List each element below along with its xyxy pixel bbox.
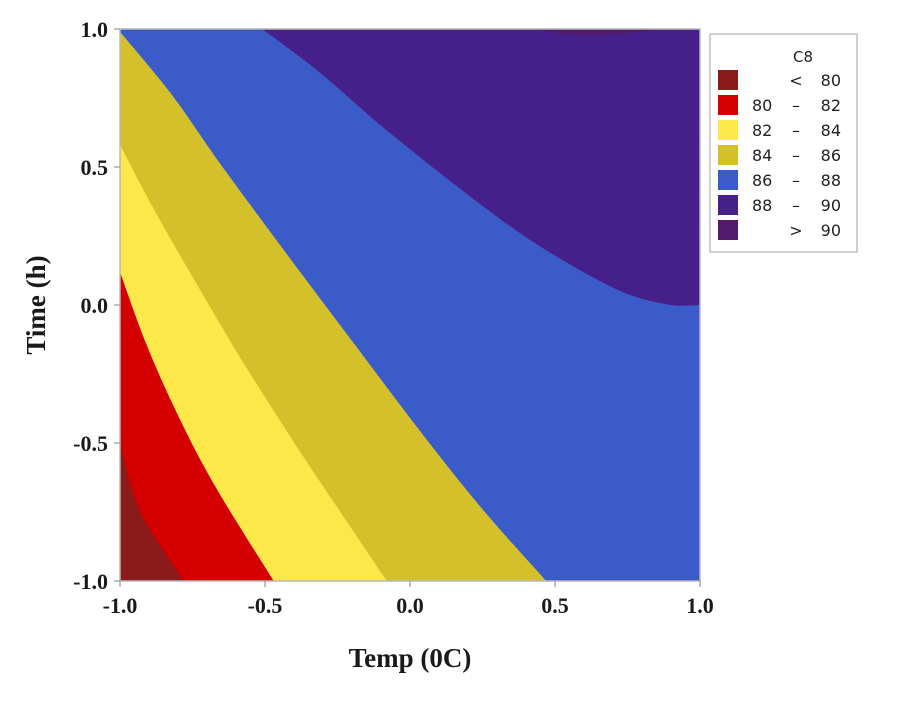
legend-high-value: 90 (821, 196, 841, 215)
y-tick-label: 0.5 (81, 155, 109, 180)
legend-swatch (718, 195, 738, 215)
region-88-90 (262, 29, 700, 306)
region-above-90 (531, 29, 663, 36)
y-tick-label: -1.0 (73, 569, 108, 594)
y-axis: -1.0 -0.5 0.0 0.5 1.0 (73, 17, 120, 594)
x-axis-title: Temp (0C) (349, 643, 472, 673)
contour-regions (120, 29, 700, 581)
legend-swatch (718, 95, 738, 115)
x-tick-label: -0.5 (248, 593, 283, 618)
legend-high-value: 88 (821, 171, 841, 190)
legend-operator: – (792, 96, 800, 115)
legend-swatch (718, 70, 738, 90)
legend-box (709, 33, 858, 253)
legend-title: C8 (793, 48, 813, 66)
legend-swatch (718, 220, 738, 240)
legend-swatch (718, 170, 738, 190)
legend-operator: < (789, 71, 802, 90)
legend-operator: – (792, 146, 800, 165)
y-tick-label: -0.5 (73, 431, 108, 456)
legend-high-value: 90 (821, 221, 841, 240)
legend-operator: – (792, 196, 800, 215)
legend-swatch (718, 145, 738, 165)
legend-low-value: 84 (752, 146, 772, 165)
legend-high-value: 86 (821, 146, 841, 165)
legend-operator: > (789, 221, 802, 240)
plot-area (120, 29, 700, 581)
y-tick-label: 0.0 (81, 293, 109, 318)
legend-high-value: 84 (821, 121, 841, 140)
legend: C8 <80 80 – 82 82 – 84 84 – 86 86 – 88 88 – 90 > 90 (709, 33, 858, 253)
legend-low-value: 80 (752, 96, 772, 115)
legend-low-value: 82 (752, 121, 772, 140)
x-tick-label: 0.0 (396, 593, 424, 618)
legend-high-value: 82 (821, 96, 841, 115)
legend-low-value: 88 (752, 196, 772, 215)
x-axis: -1.0 -0.5 0.0 0.5 1.0 (103, 581, 714, 618)
x-tick-label: -1.0 (103, 593, 138, 618)
y-axis-title: Time (h) (21, 255, 51, 354)
x-tick-label: 1.0 (686, 593, 714, 618)
y-tick-label: 1.0 (81, 17, 109, 42)
region-below-80 (120, 443, 184, 581)
legend-operator: – (792, 121, 800, 140)
legend-operator: – (792, 171, 800, 190)
x-tick-label: 0.5 (541, 593, 569, 618)
legend-high-value: 80 (821, 71, 841, 90)
legend-low-value: 86 (752, 171, 772, 190)
legend-swatch (718, 120, 738, 140)
legend-entries: <80 80 – 82 82 – 84 84 – 86 86 – 88 88 – 90 > 90 (718, 70, 841, 240)
region-80-82 (120, 271, 274, 581)
